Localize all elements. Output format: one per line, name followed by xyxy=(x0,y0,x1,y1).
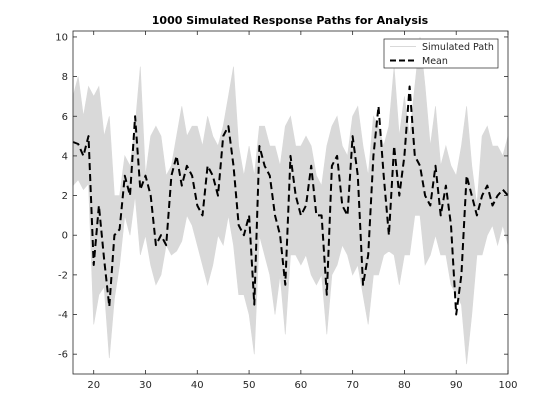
y-axis: -6 -4 -2 0 2 4 6 8 10 xyxy=(55,32,508,361)
x-tick-label: 50 xyxy=(243,380,256,391)
x-tick-label: 30 xyxy=(139,380,152,391)
x-tick-label: 40 xyxy=(191,380,204,391)
x-tick-label: 90 xyxy=(450,380,463,391)
x-tick-label: 70 xyxy=(346,380,359,391)
legend-label-simulated-path: Simulated Path xyxy=(422,42,494,53)
legend: Simulated Path Mean xyxy=(383,38,499,69)
mean-path xyxy=(72,85,509,316)
x-tick-label: 60 xyxy=(294,380,307,391)
y-tick-label: 6 xyxy=(62,112,68,123)
mean-line xyxy=(72,85,509,316)
legend-box xyxy=(383,38,499,69)
y-tick-label: 8 xyxy=(62,72,68,83)
chart-title: 1000 Simulated Response Paths for Analys… xyxy=(152,14,429,27)
y-tick-label: 0 xyxy=(62,231,68,242)
x-tick-label: 80 xyxy=(398,380,411,391)
y-tick-label: 4 xyxy=(62,151,68,162)
y-tick-label: 2 xyxy=(62,191,68,202)
x-axis: 20 30 40 50 60 70 80 90 100 xyxy=(87,31,518,391)
y-tick-label: 10 xyxy=(55,32,68,43)
legend-label-mean: Mean xyxy=(422,56,448,67)
x-tick-label: 20 xyxy=(87,380,100,391)
y-tick-label: -6 xyxy=(58,350,68,361)
y-tick-label: -4 xyxy=(58,310,68,321)
x-tick-label: 100 xyxy=(498,380,517,391)
y-tick-label: -2 xyxy=(58,270,68,281)
axes-box xyxy=(72,30,509,375)
